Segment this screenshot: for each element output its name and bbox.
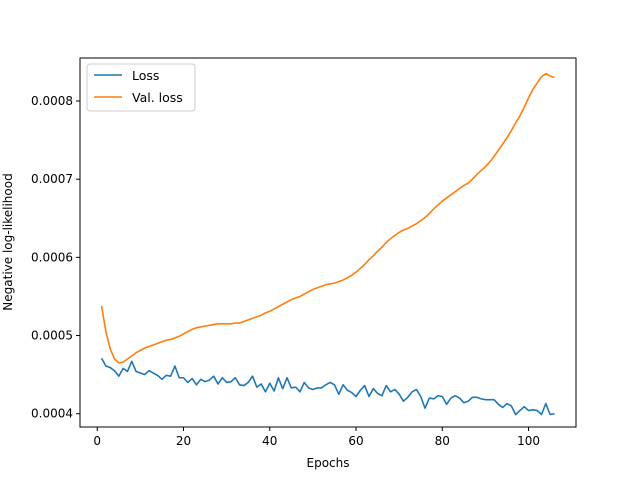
- x-axis-ticks: 0 20 40 60 80 100: [93, 427, 540, 448]
- x-tick-label: 0: [93, 434, 101, 448]
- x-tick-label: 40: [262, 434, 277, 448]
- y-axis-ticks: 0.0004 0.0005 0.0006 0.0007 0.0008: [31, 94, 80, 421]
- legend: Loss Val. loss: [86, 63, 196, 112]
- x-tick-label: 60: [348, 434, 363, 448]
- x-tick-label: 20: [176, 434, 191, 448]
- x-axis-label: Epochs: [307, 456, 350, 470]
- legend-label-val-loss: Val. loss: [132, 90, 183, 105]
- series-line-val-loss: [100, 72, 555, 364]
- y-tick-label: 0.0006: [31, 250, 73, 264]
- y-tick-label: 0.0008: [31, 94, 73, 108]
- y-axis-label: Negative log-likelihood: [1, 173, 15, 310]
- y-tick-label: 0.0005: [31, 329, 73, 343]
- series-line-loss: [100, 357, 555, 416]
- y-tick-label: 0.0007: [31, 172, 73, 186]
- plot-area: [100, 72, 555, 416]
- y-tick-label: 0.0004: [31, 407, 73, 421]
- x-tick-label: 100: [517, 434, 540, 448]
- x-tick-label: 80: [435, 434, 450, 448]
- plot-frame: [79, 57, 577, 428]
- legend-label-loss: Loss: [132, 68, 159, 83]
